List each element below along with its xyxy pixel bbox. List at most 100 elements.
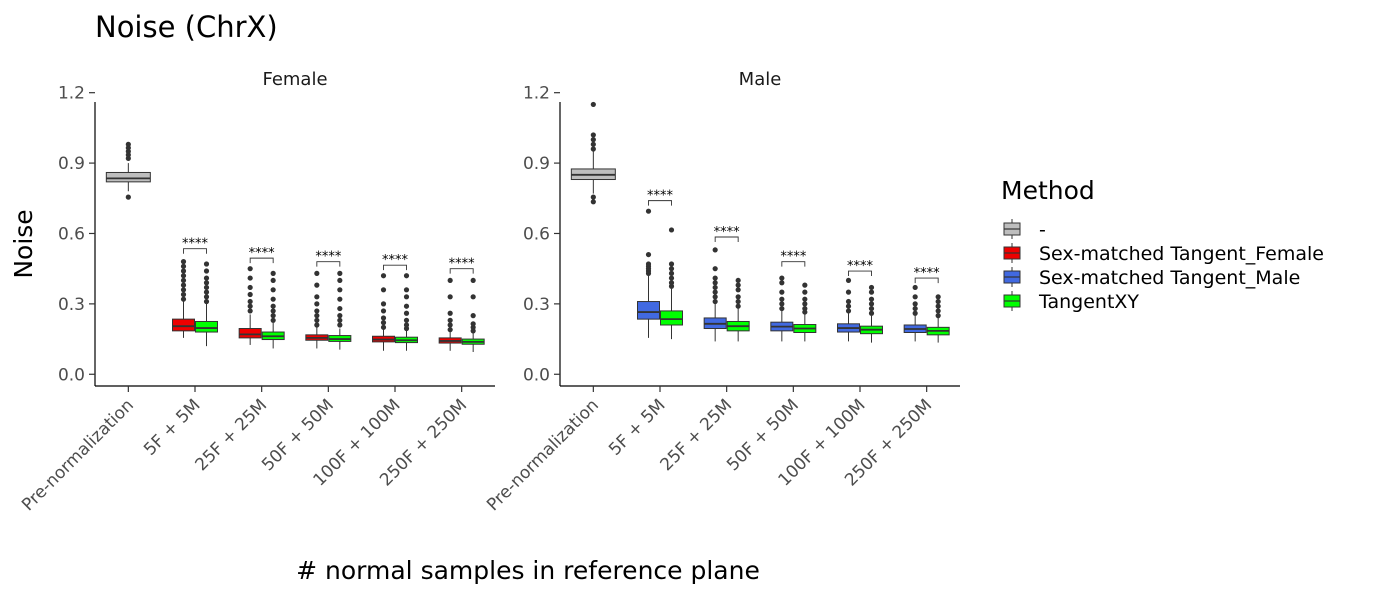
significance-label: **** xyxy=(315,250,342,265)
box-body xyxy=(660,310,683,326)
outlier-point xyxy=(935,303,941,309)
outlier-point xyxy=(125,141,131,147)
significance-label: **** xyxy=(780,250,807,265)
box-female-1-1 xyxy=(172,259,195,338)
outlier-point xyxy=(247,266,253,272)
y-tick-label: 0.9 xyxy=(523,154,550,174)
outlier-point xyxy=(668,275,675,281)
outlier-point xyxy=(314,294,320,300)
box-female-3-3 xyxy=(328,270,352,350)
outlier-point xyxy=(337,317,343,323)
outlier-point xyxy=(735,298,741,305)
outlier-point xyxy=(270,317,276,323)
x-tick-label: 5F + 5M xyxy=(140,395,204,459)
box-female-2-1 xyxy=(238,266,262,345)
outlier-point xyxy=(247,303,253,309)
outlier-point xyxy=(337,277,343,284)
bracket-line xyxy=(714,236,739,242)
outlier-point xyxy=(447,327,453,333)
bracket-line xyxy=(848,270,872,277)
bracket-line xyxy=(249,257,274,264)
outlier-point xyxy=(470,321,476,327)
significance-bracket: **** xyxy=(847,259,874,277)
outlier-point xyxy=(203,294,210,300)
bracket-line xyxy=(449,268,474,274)
outlier-point xyxy=(380,308,387,314)
outlier-point xyxy=(712,266,718,272)
outlier-point xyxy=(447,317,453,323)
outlier-point xyxy=(845,303,852,309)
outlier-point xyxy=(645,251,652,258)
box-male-1-2 xyxy=(637,208,660,338)
y-axis-title: Noise xyxy=(9,209,38,278)
outlier-point xyxy=(380,315,387,321)
box-male-5-2 xyxy=(903,284,927,342)
outlier-point xyxy=(868,301,875,307)
outlier-point xyxy=(337,305,343,312)
outlier-point xyxy=(337,270,343,276)
outlier-point xyxy=(935,308,941,314)
outlier-point xyxy=(845,298,852,305)
significance-bracket: **** xyxy=(914,266,940,284)
outlier-point xyxy=(337,296,343,302)
outlier-point xyxy=(380,324,387,330)
outlier-point xyxy=(668,266,675,272)
outlier-point xyxy=(180,268,187,274)
x-tick-label: Pre-normalization xyxy=(18,395,138,515)
outlier-point xyxy=(203,289,210,295)
box-male-2-2 xyxy=(703,247,727,342)
outlier-point xyxy=(912,310,918,316)
box-male-5-3 xyxy=(926,294,950,343)
outlier-point xyxy=(868,305,875,312)
bracket-line xyxy=(383,264,407,271)
outlier-point xyxy=(180,291,187,298)
legend-entry: Sex-matched Tangent_Female xyxy=(1003,243,1324,265)
outlier-point xyxy=(403,273,410,279)
outlier-point xyxy=(314,313,320,319)
y-tick-label: 1.2 xyxy=(523,84,550,104)
outlier-point xyxy=(668,270,675,276)
outlier-point xyxy=(403,317,410,323)
outlier-point xyxy=(712,284,718,291)
outlier-point xyxy=(380,273,387,279)
outlier-point xyxy=(735,294,741,300)
outlier-point xyxy=(868,289,875,295)
outlier-point xyxy=(380,320,387,326)
outlier-point xyxy=(314,317,320,323)
outlier-point xyxy=(779,280,785,286)
significance-bracket: **** xyxy=(182,237,209,254)
outlier-point xyxy=(314,322,320,328)
outlier-point xyxy=(470,313,476,319)
outlier-point xyxy=(447,294,453,300)
outlier-point xyxy=(668,280,675,286)
outlier-point xyxy=(247,275,253,281)
outlier-point xyxy=(779,301,785,307)
outlier-point xyxy=(403,310,410,316)
outlier-point xyxy=(125,194,131,200)
outlier-point xyxy=(470,277,476,284)
legend-entry: - xyxy=(1003,219,1046,241)
bracket-line xyxy=(914,277,939,284)
outlier-point xyxy=(802,301,808,307)
box-male-4-3 xyxy=(860,284,883,343)
outlier-point xyxy=(314,301,320,307)
outlier-point xyxy=(403,294,410,300)
outlier-point xyxy=(735,277,741,284)
panel-title: Male xyxy=(739,69,782,90)
outlier-point xyxy=(590,146,596,152)
outlier-point xyxy=(203,268,210,274)
outlier-point xyxy=(845,277,852,284)
box-body xyxy=(195,320,218,333)
outlier-point xyxy=(712,294,718,300)
outlier-point xyxy=(180,287,187,293)
outlier-point xyxy=(447,277,453,284)
significance-bracket: **** xyxy=(780,250,807,267)
outlier-point xyxy=(935,298,941,305)
outlier-point xyxy=(802,289,808,295)
outlier-point xyxy=(270,308,276,314)
outlier-point xyxy=(180,263,187,269)
outlier-point xyxy=(247,298,253,305)
